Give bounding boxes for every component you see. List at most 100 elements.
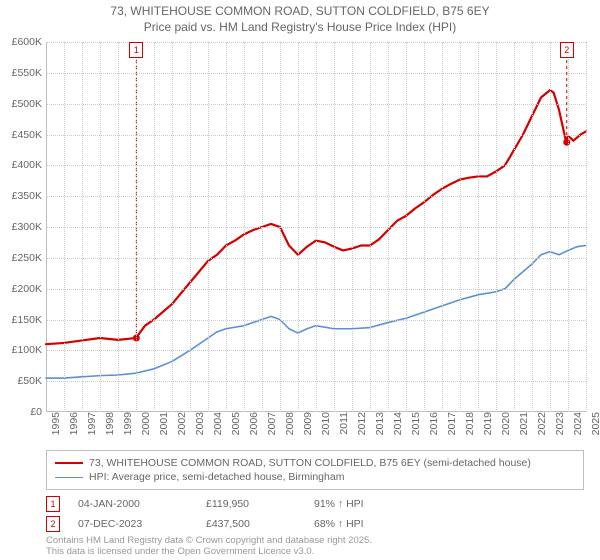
x-tick-label: 2001 <box>154 412 170 435</box>
x-tick-label: 2023 <box>550 412 566 435</box>
y-tick-label: £150K <box>12 314 46 326</box>
x-tick-label: 2016 <box>424 412 440 435</box>
gridline-v <box>442 42 443 412</box>
x-tick-label: 2017 <box>442 412 458 435</box>
y-tick-label: £0 <box>30 406 46 418</box>
gridline-v <box>100 42 101 412</box>
legend-swatch-hpi <box>55 477 83 478</box>
detail-hpi-1: 91% ↑ HPI <box>314 498 404 510</box>
gridline-v <box>208 42 209 412</box>
detail-marker-1: 1 <box>46 496 60 512</box>
x-tick-label: 2005 <box>226 412 242 435</box>
footer-attribution: Contains HM Land Registry data © Crown c… <box>46 536 372 558</box>
y-tick-label: £50K <box>17 375 46 387</box>
x-tick-label: 2025 <box>586 412 600 435</box>
gridline-v <box>334 42 335 412</box>
detail-price-2: £437,500 <box>206 518 296 530</box>
y-tick-label: £550K <box>12 67 46 79</box>
x-tick-label: 1995 <box>46 412 62 435</box>
gridline-v <box>118 42 119 412</box>
y-tick-label: £350K <box>12 190 46 202</box>
gridline-v <box>316 42 317 412</box>
legend: 73, WHITEHOUSE COMMON ROAD, SUTTON COLDF… <box>46 450 584 490</box>
x-tick-label: 2012 <box>352 412 368 435</box>
x-tick-label: 2007 <box>262 412 278 435</box>
transaction-details: 1 04-JAN-2000 £119,950 91% ↑ HPI 2 07-DE… <box>46 494 584 534</box>
gridline-v <box>406 42 407 412</box>
x-tick-label: 2002 <box>172 412 188 435</box>
y-tick-label: £200K <box>12 283 46 295</box>
gridline-v <box>370 42 371 412</box>
gridline-v <box>568 42 569 412</box>
gridline-v <box>244 42 245 412</box>
x-tick-label: 1996 <box>64 412 80 435</box>
y-tick-label: £300K <box>12 221 46 233</box>
x-tick-label: 2003 <box>190 412 206 435</box>
chart-container: 73, WHITEHOUSE COMMON ROAD, SUTTON COLDF… <box>0 0 600 560</box>
x-tick-label: 2011 <box>334 412 350 435</box>
title-line-2: Price paid vs. HM Land Registry's House … <box>0 20 600 36</box>
x-tick-label: 2014 <box>388 412 404 435</box>
gridline-v <box>352 42 353 412</box>
y-tick-label: £250K <box>12 252 46 264</box>
y-tick-label: £450K <box>12 129 46 141</box>
gridline-v <box>460 42 461 412</box>
gridline-v <box>496 42 497 412</box>
y-tick-label: £400K <box>12 159 46 171</box>
plot-area: £0£50K£100K£150K£200K£250K£300K£350K£400… <box>46 42 586 412</box>
x-tick-label: 2015 <box>406 412 422 435</box>
gridline-v <box>550 42 551 412</box>
legend-label-price-paid: 73, WHITEHOUSE COMMON ROAD, SUTTON COLDF… <box>89 457 531 469</box>
gridline-v <box>154 42 155 412</box>
x-tick-label: 2009 <box>298 412 314 435</box>
x-tick-label: 2024 <box>568 412 584 435</box>
chart-title: 73, WHITEHOUSE COMMON ROAD, SUTTON COLDF… <box>0 0 600 35</box>
x-tick-label: 2021 <box>514 412 530 435</box>
gridline-v <box>280 42 281 412</box>
gridline-v <box>514 42 515 412</box>
gridline-v <box>388 42 389 412</box>
y-tick-label: £100K <box>12 344 46 356</box>
gridline-v <box>532 42 533 412</box>
gridline-v <box>64 42 65 412</box>
x-tick-label: 2018 <box>460 412 476 435</box>
gridline-v <box>424 42 425 412</box>
detail-hpi-2: 68% ↑ HPI <box>314 518 404 530</box>
x-tick-label: 2006 <box>244 412 260 435</box>
title-line-1: 73, WHITEHOUSE COMMON ROAD, SUTTON COLDF… <box>0 4 600 20</box>
x-tick-label: 2019 <box>478 412 494 435</box>
x-tick-label: 1998 <box>100 412 116 435</box>
x-tick-label: 1997 <box>82 412 98 435</box>
gridline-v <box>226 42 227 412</box>
gridline-v <box>82 42 83 412</box>
detail-marker-2: 2 <box>46 516 60 532</box>
legend-item-hpi: HPI: Average price, semi-detached house,… <box>55 470 575 484</box>
gridline-v <box>262 42 263 412</box>
y-tick-label: £600K <box>12 36 46 48</box>
x-tick-label: 2022 <box>532 412 548 435</box>
gridline-v <box>478 42 479 412</box>
x-tick-label: 2020 <box>496 412 512 435</box>
gridline-v <box>172 42 173 412</box>
chart-marker-2: 2 <box>560 42 574 58</box>
detail-row-1: 1 04-JAN-2000 £119,950 91% ↑ HPI <box>46 494 584 514</box>
x-tick-label: 1999 <box>118 412 134 435</box>
detail-date-2: 07-DEC-2023 <box>78 518 188 530</box>
gridline-v <box>136 42 137 412</box>
detail-row-2: 2 07-DEC-2023 £437,500 68% ↑ HPI <box>46 514 584 534</box>
y-tick-label: £500K <box>12 98 46 110</box>
x-tick-label: 2013 <box>370 412 386 435</box>
detail-price-1: £119,950 <box>206 498 296 510</box>
x-tick-label: 2000 <box>136 412 152 435</box>
x-tick-label: 2008 <box>280 412 296 435</box>
detail-date-1: 04-JAN-2000 <box>78 498 188 510</box>
gridline-v <box>586 42 587 412</box>
gridline-v <box>190 42 191 412</box>
gridline-v <box>298 42 299 412</box>
chart-marker-1: 1 <box>129 42 143 58</box>
footer-line-2: This data is licensed under the Open Gov… <box>46 547 372 558</box>
x-tick-label: 2004 <box>208 412 224 435</box>
legend-item-price-paid: 73, WHITEHOUSE COMMON ROAD, SUTTON COLDF… <box>55 456 575 470</box>
legend-label-hpi: HPI: Average price, semi-detached house,… <box>89 471 344 483</box>
legend-swatch-price-paid <box>55 462 83 464</box>
